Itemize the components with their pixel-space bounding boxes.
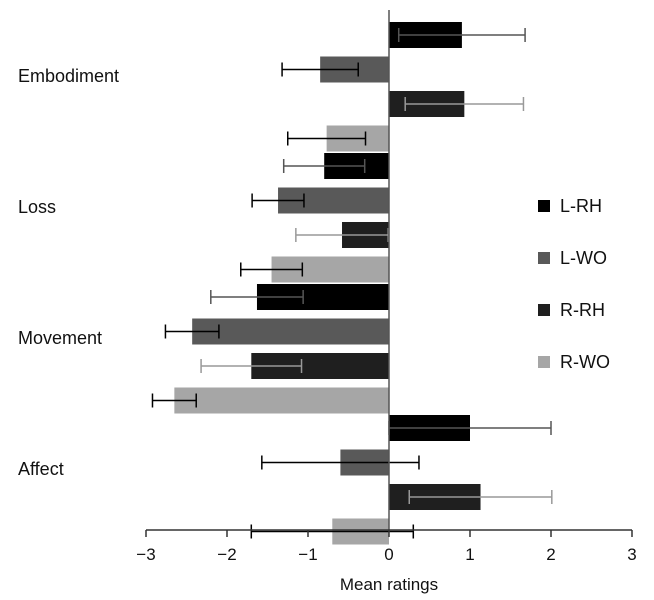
category-label: Loss [18,197,56,217]
category-label: Affect [18,459,64,479]
error-bars-layer [151,28,553,539]
x-tick-label: −2 [217,545,236,564]
error-bar [261,455,420,470]
error-bar [397,28,526,42]
category-label: Embodiment [18,66,119,86]
category-labels: Embodiment Loss Movement Affect [18,66,119,479]
error-bar [240,262,304,277]
legend: L-RH L-WO R-RH R-WO [538,196,610,372]
x-tick-label: −3 [136,545,155,564]
legend-swatch [538,356,550,368]
category-label: Movement [18,328,102,348]
x-tick-label: 3 [627,545,636,564]
error-bar [250,524,415,539]
bars-layer [174,22,481,545]
error-bar [295,228,389,242]
x-tick-label: 1 [465,545,474,564]
x-axis-label: Mean ratings [340,575,438,594]
error-bar [404,97,525,111]
error-bar [287,131,367,146]
error-bar [281,62,359,77]
error-bar [282,159,366,173]
legend-label: R-WO [560,352,610,372]
legend-swatch [538,200,550,212]
error-bar [251,193,305,208]
error-bar [408,490,553,504]
legend-label: R-RH [560,300,605,320]
error-bar [164,324,220,339]
error-bar [200,359,303,373]
x-tick-label: −1 [298,545,317,564]
legend-label: L-WO [560,248,607,268]
x-ticks: −3 −2 −1 0 1 2 3 [136,530,637,564]
legend-label: L-RH [560,196,602,216]
error-bar [210,290,304,304]
legend-swatch [538,304,550,316]
legend-swatch [538,252,550,264]
x-tick-label: 2 [546,545,555,564]
error-bar [151,393,197,408]
bar [174,387,389,414]
x-tick-label: 0 [384,545,393,564]
bar [192,318,389,345]
